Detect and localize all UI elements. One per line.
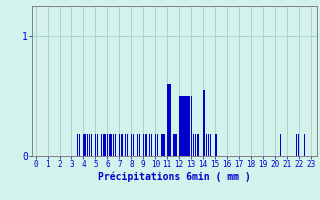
Bar [186, 96, 187, 156]
Bar [110, 134, 111, 156]
X-axis label: Précipitations 6min ( mm ): Précipitations 6min ( mm ) [98, 172, 251, 182]
Bar [167, 84, 168, 156]
Bar [183, 96, 185, 156]
Bar [149, 134, 150, 156]
Bar [196, 134, 198, 156]
Bar [86, 134, 88, 156]
Bar [113, 134, 114, 156]
Bar [77, 134, 78, 156]
Bar [131, 134, 132, 156]
Bar [174, 134, 176, 156]
Bar [146, 134, 148, 156]
Bar [97, 134, 98, 156]
Bar [204, 90, 205, 156]
Bar [304, 134, 305, 156]
Bar [170, 84, 171, 156]
Bar [121, 134, 122, 156]
Bar [137, 134, 138, 156]
Bar [188, 96, 189, 156]
Bar [101, 134, 102, 156]
Bar [89, 134, 90, 156]
Bar [210, 134, 211, 156]
Bar [132, 134, 134, 156]
Bar [164, 134, 165, 156]
Bar [123, 134, 124, 156]
Bar [181, 96, 182, 156]
Bar [216, 134, 217, 156]
Bar [206, 134, 207, 156]
Bar [95, 134, 96, 156]
Bar [214, 134, 216, 156]
Bar [85, 134, 86, 156]
Bar [180, 96, 181, 156]
Bar [150, 134, 152, 156]
Bar [187, 96, 188, 156]
Bar [155, 134, 156, 156]
Bar [298, 134, 299, 156]
Bar [191, 96, 192, 156]
Bar [280, 134, 281, 156]
Bar [189, 96, 190, 156]
Bar [161, 134, 162, 156]
Bar [125, 134, 126, 156]
Bar [193, 134, 194, 156]
Bar [168, 84, 170, 156]
Bar [163, 134, 164, 156]
Bar [143, 134, 144, 156]
Bar [195, 134, 196, 156]
Bar [176, 134, 177, 156]
Bar [173, 134, 174, 156]
Bar [104, 134, 106, 156]
Bar [115, 134, 116, 156]
Bar [91, 134, 92, 156]
Bar [179, 96, 180, 156]
Bar [156, 134, 157, 156]
Bar [79, 134, 80, 156]
Bar [84, 134, 85, 156]
Bar [139, 134, 140, 156]
Bar [182, 96, 183, 156]
Bar [296, 134, 297, 156]
Bar [119, 134, 120, 156]
Bar [103, 134, 104, 156]
Bar [107, 134, 108, 156]
Bar [127, 134, 128, 156]
Bar [109, 134, 110, 156]
Bar [208, 134, 209, 156]
Bar [198, 134, 199, 156]
Bar [185, 96, 186, 156]
Bar [83, 134, 84, 156]
Bar [203, 90, 204, 156]
Bar [145, 134, 146, 156]
